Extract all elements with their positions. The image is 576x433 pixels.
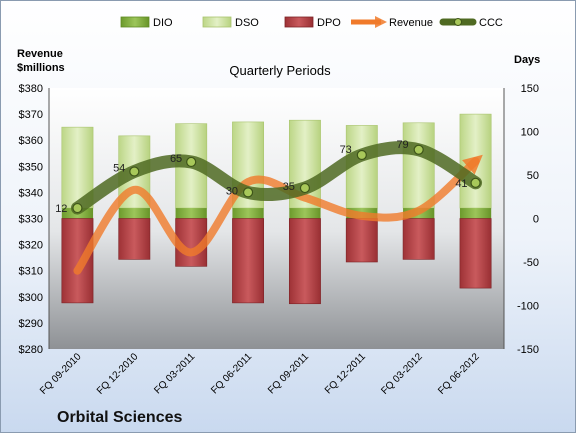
plot-area — [49, 88, 504, 349]
legend-swatch-dpo — [284, 16, 314, 28]
legend-swatch-dio — [120, 16, 150, 28]
ccc-label-fq-06-2012: 41 — [455, 178, 467, 190]
right-tick-label: 0 — [533, 214, 539, 226]
legend-item-revenue: Revenue — [351, 15, 433, 29]
ccc-label-fq-12-2011: 73 — [340, 144, 352, 156]
category-label-fq-09-2010: FQ 09-2010 — [38, 351, 84, 397]
ccc-label-fq-12-2010: 54 — [113, 163, 125, 175]
line-series — [70, 141, 483, 275]
left-axis-title-line2: $millions — [17, 62, 65, 74]
ccc-label-fq-03-2011: 65 — [170, 153, 182, 165]
left-tick-label: $320 — [19, 240, 43, 252]
ccc-data-labels: 12 54 65 30 35 73 79 41 — [55, 139, 467, 215]
ccc-label-fq-03-2012: 79 — [396, 139, 408, 151]
right-tick-label: 50 — [527, 170, 539, 182]
ccc-label-fq-06-2011: 30 — [226, 185, 238, 197]
left-tick-label: $380 — [19, 83, 43, 95]
ccc-point-fq-06-2011 — [242, 187, 254, 198]
category-label-fq-06-2012: FQ 06-2012 — [436, 351, 482, 397]
right-tick-label: -100 — [517, 301, 539, 313]
company-name: Orbital Sciences — [57, 409, 182, 426]
category-label-fq-03-2012: FQ 03-2012 — [379, 351, 425, 397]
category-labels: FQ 09-2010 FQ 12-2010 FQ 03-2011 FQ 06-2011… — [38, 351, 482, 397]
legend-swatch-dso — [202, 16, 232, 28]
bar-dio-fq-09-2011 — [289, 208, 321, 219]
left-tick-label: $310 — [19, 266, 43, 278]
chart-title: Quarterly Periods — [229, 63, 331, 78]
left-tick-label: $280 — [19, 344, 43, 356]
ccc-label-fq-09-2011: 35 — [283, 181, 295, 193]
ccc-point-fq-12-2011 — [356, 149, 367, 161]
legend-item-ccc: CCC — [439, 17, 503, 29]
legend-label-dso: DSO — [235, 17, 259, 29]
legend: DIO DSO DPO Revenue CCC — [120, 15, 503, 29]
bar-dio-fq-06-2012 — [459, 208, 492, 219]
bar-dpo-fq-09-2011 — [288, 218, 321, 305]
left-tick-label: $360 — [19, 135, 43, 147]
left-tick-label: $370 — [19, 109, 43, 121]
bar-dso-fq-03-2012 — [402, 122, 435, 209]
right-tick-label: 150 — [521, 83, 539, 95]
left-tick-label: $350 — [19, 161, 43, 173]
legend-item-dpo: DPO — [284, 16, 341, 29]
legend-label-dpo: DPO — [317, 17, 341, 29]
right-axis-title: Days — [514, 54, 540, 66]
revenue-line — [73, 154, 483, 275]
category-label-fq-09-2011: FQ 09-2011 — [266, 351, 311, 396]
left-tick-label: $290 — [19, 318, 43, 330]
legend-label-revenue: Revenue — [389, 17, 433, 29]
bar-dpo-fq-06-2012 — [459, 218, 492, 289]
bar-dpo-fq-12-2010 — [118, 218, 151, 260]
ccc-point-fq-09-2011 — [299, 182, 311, 194]
right-tick-label: 100 — [521, 127, 539, 139]
ccc-point-fq-09-2010 — [72, 202, 83, 214]
bar-dio-fq-03-2011 — [175, 208, 207, 219]
ccc-point-fq-12-2010 — [129, 166, 140, 177]
bar-dio-fq-12-2010 — [118, 208, 150, 219]
category-label-fq-06-2011: FQ 06-2011 — [209, 351, 254, 396]
bar-dpo-fq-06-2011 — [232, 218, 265, 304]
left-tick-label: $300 — [19, 292, 43, 304]
left-tick-label: $340 — [19, 187, 43, 199]
ccc-point-fq-06-2012 — [470, 177, 481, 188]
bar-dpo-fq-12-2011 — [345, 218, 378, 263]
bar-dpo-fq-03-2012 — [402, 218, 435, 260]
category-label-fq-03-2011: FQ 03-2011 — [152, 351, 197, 396]
right-tick-label: -50 — [523, 257, 539, 269]
ccc-label-fq-09-2010: 12 — [55, 203, 67, 215]
axis-ticks: $280 $290 $300 $310 $320 $330 $340 $350 $360 $370… — [19, 83, 539, 356]
category-label-fq-12-2011: FQ 12-2011 — [323, 351, 368, 396]
legend-label-ccc: CCC — [479, 17, 503, 29]
bar-dpo-fq-09-2010 — [61, 218, 94, 304]
legend-item-dso: DSO — [202, 16, 259, 29]
category-label-fq-12-2010: FQ 12-2010 — [95, 351, 141, 397]
left-axis-title-line1: Revenue — [17, 48, 63, 60]
legend-swatch-ccc-point — [454, 18, 462, 26]
ccc-point-fq-03-2012 — [413, 144, 424, 155]
bar-dio-fq-06-2011 — [232, 208, 264, 219]
right-tick-label: -150 — [517, 344, 539, 356]
ccc-point-fq-03-2011 — [186, 156, 197, 168]
legend-item-dio: DIO — [120, 16, 173, 29]
left-tick-label: $330 — [19, 214, 43, 226]
legend-label-dio: DIO — [153, 17, 173, 29]
